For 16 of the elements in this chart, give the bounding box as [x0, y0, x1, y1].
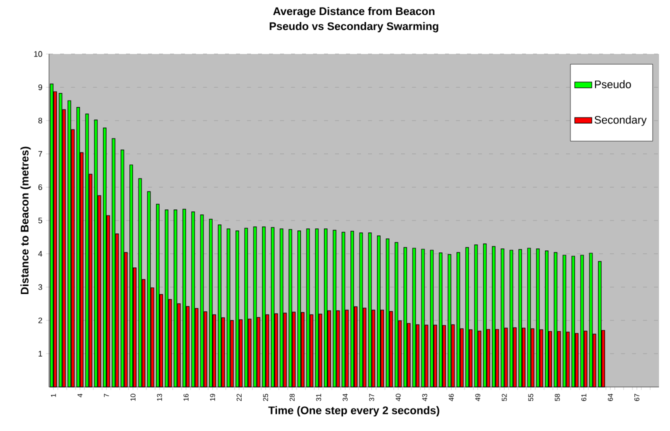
- y-tick-label: 6: [38, 184, 42, 190]
- y-tick-label: 9: [38, 84, 42, 90]
- y-tick-label: 8: [38, 118, 42, 124]
- y-tick-label: 3: [38, 284, 42, 290]
- chart-subtitle: Pseudo vs Secondary Swarming: [270, 22, 438, 32]
- legend-label: Pseudo: [595, 80, 631, 88]
- y-tick-label: 1: [38, 350, 42, 356]
- chart-title: Average Distance from Beacon: [273, 7, 434, 18]
- y-tick-label: 10: [34, 51, 42, 57]
- y-axis-title: Distance to Beacon (metres): [20, 146, 31, 294]
- y-tick-label: 4: [38, 251, 42, 257]
- y-tick-label: 7: [38, 151, 42, 157]
- legend-label: Secondary: [594, 116, 647, 126]
- y-tick-label: 2: [38, 318, 42, 324]
- x-axis-title: Time (One step every 2 seconds): [268, 406, 440, 416]
- y-tick-label: 5: [38, 218, 42, 224]
